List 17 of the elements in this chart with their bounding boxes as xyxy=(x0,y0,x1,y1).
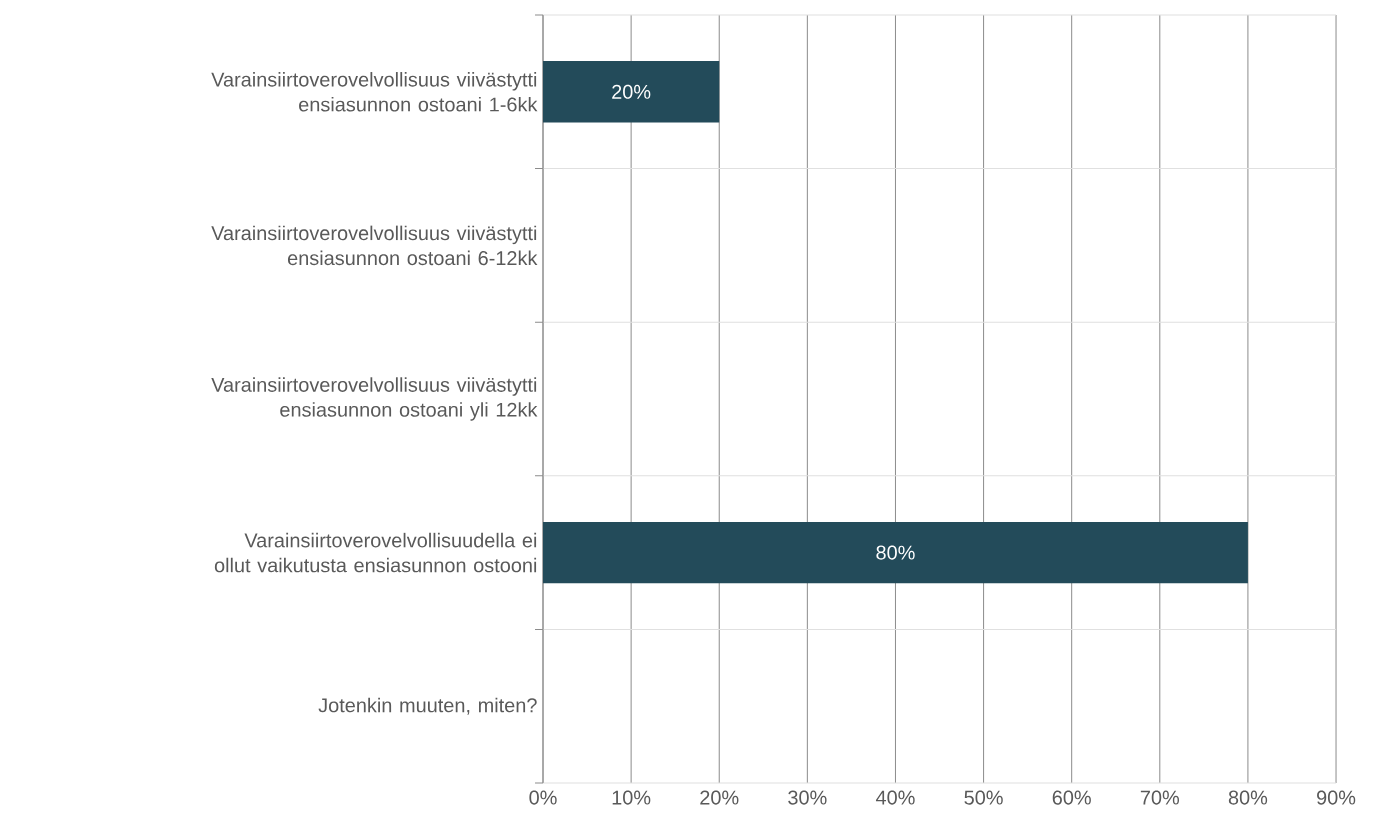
x-tick-label: 70% xyxy=(1140,790,1180,805)
x-tick-label: 50% xyxy=(964,790,1003,805)
y-tick-label: Varainsiirtoverovelvollisuudella ei ollut vaikutusta ensiasunnon ostooni xyxy=(214,532,537,573)
y-tick-label: Varainsiirtoverovelvollisuus viivästytti ensiasunnon ostoani 6-12kk xyxy=(211,225,538,266)
x-tick-label: 60% xyxy=(1052,790,1091,805)
y-tick-label: Varainsiirtoverovelvollisuus viivästytti ensiasunnon ostoani 1-6kk xyxy=(211,72,538,112)
data-label: 80% xyxy=(876,545,915,560)
x-tick-label: 40% xyxy=(875,790,915,805)
x-tick-label: 10% xyxy=(612,790,651,805)
x-tick-label: 90% xyxy=(1317,790,1356,805)
x-tick-label: 0% xyxy=(529,790,557,805)
x-tick-label: 30% xyxy=(788,790,827,805)
x-tick-label: 20% xyxy=(700,790,739,805)
y-tick-label: Jotenkin muuten, miten? xyxy=(318,697,537,715)
y-tick-label: Varainsiirtoverovelvollisuus viivästytti ensiasunnon ostoani yli 12kk xyxy=(211,377,538,421)
x-tick-label: 80% xyxy=(1228,790,1268,805)
data-label: 20% xyxy=(612,84,651,99)
